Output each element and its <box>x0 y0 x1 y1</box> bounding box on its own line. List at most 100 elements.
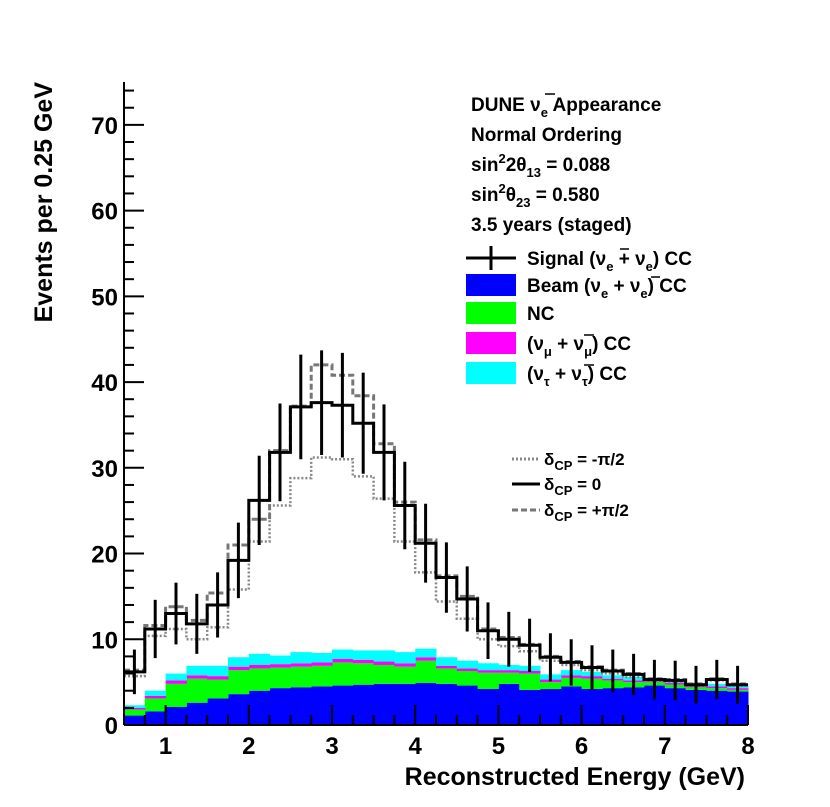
info-exposure: 3.5 years (staged) <box>471 215 632 236</box>
stack-bar-3-7 <box>269 655 291 665</box>
info-theta23: sin2θ23 = 0.580 <box>471 181 600 210</box>
legend: Signal (νe + νe) CC Beam (νe + νe) CC NC… <box>466 246 692 389</box>
legend-numu-label: (νμ + νμ) CC <box>527 334 631 359</box>
stack-bar-2-9 <box>311 662 333 666</box>
stack-bar-0-4 <box>207 698 229 725</box>
y-tick-label-3: 30 <box>91 456 118 483</box>
y-tick-label-6: 60 <box>91 199 118 226</box>
legend-numu: (νμ + νμ) CC <box>466 332 631 359</box>
stack-bar-1-16 <box>456 670 479 686</box>
stack-bar-2-8 <box>290 663 312 667</box>
stack-bar-3-15 <box>436 657 458 666</box>
stack-bar-3-2 <box>165 673 187 681</box>
x-tick-label-5: 6 <box>575 733 588 760</box>
legend-numu-swatch <box>466 332 516 354</box>
legend-nutau-swatch <box>466 362 516 384</box>
dcp-minus-label: δCP = -π/2 <box>544 450 625 473</box>
stack-bar-0-22 <box>581 688 603 725</box>
info-ordering: Normal Ordering <box>471 125 622 146</box>
stack-bar-0-15 <box>436 683 458 725</box>
stack-bar-1-19 <box>519 673 541 690</box>
stack-bar-0-29 <box>727 691 749 725</box>
stack-bar-3-14 <box>415 648 437 658</box>
stack-bar-1-12 <box>373 664 395 684</box>
stack-bar-1-9 <box>311 665 333 687</box>
stack-bar-3-5 <box>228 657 250 667</box>
stack-bar-2-5 <box>228 666 250 671</box>
stack-bar-2-1 <box>144 695 167 699</box>
stack-bar-3-8 <box>290 652 312 664</box>
stack-bar-1-6 <box>248 668 271 691</box>
y-tick-label-7: 70 <box>91 113 118 140</box>
dcp-legend-plus: δCP = +π/2 <box>512 501 629 524</box>
stack-bar-0-17 <box>477 688 499 725</box>
stack-bar-0-26 <box>664 688 687 725</box>
stack-bar-3-13 <box>394 652 416 664</box>
legend-nutau-label: (ντ + ντ) CC <box>527 364 627 389</box>
stack-bar-0-21 <box>560 686 583 725</box>
y-tick-label-2: 20 <box>91 542 118 569</box>
stack-bar-0-2 <box>165 706 187 725</box>
stack-bar-2-17 <box>477 670 499 673</box>
x-tick-label-0: 1 <box>159 733 172 760</box>
stack-bar-2-10 <box>332 658 354 663</box>
dcp-zero-label: δCP = 0 <box>544 475 601 498</box>
stack-bar-0-28 <box>706 690 728 725</box>
stack-bar-0-1 <box>144 711 167 725</box>
stack-bar-1-1 <box>144 698 167 712</box>
axes: 1 2 3 4 5 6 7 8 0 10 20 30 40 50 60 70 <box>91 82 755 760</box>
stack-bar-3-16 <box>456 660 479 669</box>
stack-bar-1-17 <box>477 672 499 689</box>
legend-signal: Signal (νe + νe) CC <box>466 246 692 274</box>
stack-bar-2-15 <box>436 665 458 669</box>
x-tick-label-7: 8 <box>741 733 754 760</box>
stack-bar-1-14 <box>415 660 437 683</box>
stack-bar-1-8 <box>290 666 312 688</box>
stack-bar-1-18 <box>498 672 520 684</box>
nu-bar-symbol: ν <box>530 95 541 116</box>
stack-bar-2-7 <box>269 664 291 668</box>
legend-beam-label: Beam (νe + νe) CC <box>527 276 687 301</box>
stack-bar-3-9 <box>311 652 333 663</box>
stack-bar-0-20 <box>540 688 562 725</box>
stack-bar-0-5 <box>228 694 250 725</box>
dcp-legend: δCP = -π/2 δCP = 0 δCP = +π/2 <box>512 450 629 524</box>
stack-bar-1-0 <box>124 709 146 716</box>
legend-beam-swatch <box>466 274 516 296</box>
stack-bar-0-19 <box>519 689 541 725</box>
x-tick-label-2: 3 <box>325 733 338 760</box>
stack-bar-0-0 <box>124 715 146 725</box>
stack-bar-3-3 <box>186 665 208 676</box>
legend-nc-label: NC <box>527 304 555 325</box>
legend-beam: Beam (νe + νe) CC <box>466 274 687 301</box>
legend-nc: NC <box>466 302 555 325</box>
y-axis-title: Events per 0.25 GeV <box>30 82 58 323</box>
stack-bar-1-20 <box>540 682 562 689</box>
stack-bar-0-10 <box>332 685 354 725</box>
dcp-legend-zero: δCP = 0 <box>512 475 601 498</box>
stack-bar-0-13 <box>394 683 416 725</box>
dcp-legend-minus: δCP = -π/2 <box>512 450 625 473</box>
stack-bar-2-6 <box>248 664 271 669</box>
stack-bar-2-19 <box>519 670 541 674</box>
stack-bar-1-10 <box>332 662 354 686</box>
legend-nutau: (ντ + ντ) CC <box>466 362 627 389</box>
stack-bar-3-18 <box>498 664 520 671</box>
x-tick-label-6: 7 <box>658 733 671 760</box>
stack-bar-0-16 <box>456 685 479 725</box>
stack-bar-0-18 <box>498 683 520 725</box>
stack-bar-1-5 <box>228 670 250 695</box>
stack-bar-0-6 <box>248 690 271 725</box>
stack-bar-3-6 <box>248 653 271 665</box>
stack-bar-0-3 <box>186 702 208 725</box>
x-tick-label-3: 4 <box>409 733 423 760</box>
dcp-plus-label: δCP = +π/2 <box>544 501 629 524</box>
stack-bar-2-4 <box>207 676 229 680</box>
stack-bar-3-11 <box>352 650 375 660</box>
stack-bar-2-0 <box>124 707 146 710</box>
x-tick-label-4: 5 <box>492 733 505 760</box>
stack-bar-3-10 <box>332 649 354 659</box>
stack-bar-0-23 <box>602 688 624 725</box>
y-tick-label-0: 0 <box>105 713 118 740</box>
